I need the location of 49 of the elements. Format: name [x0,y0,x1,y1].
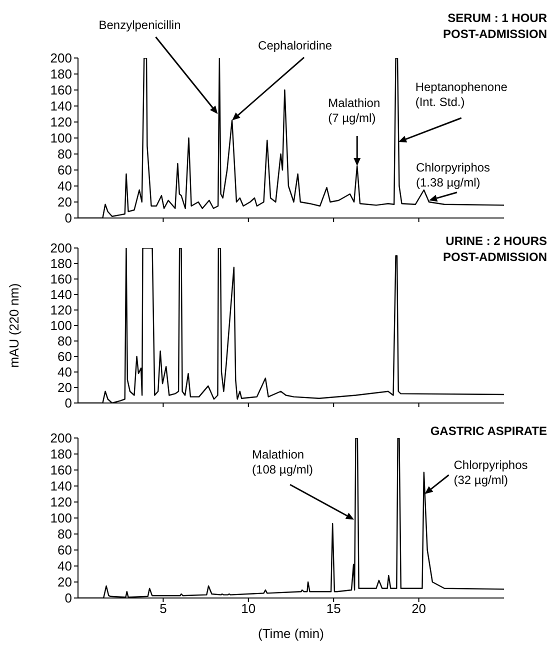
y-tick-label: 120 [50,114,72,130]
y-tick-label: 20 [58,574,72,590]
y-tick-label: 60 [58,542,72,558]
annotation: Chlorpyriphos (32 µg/ml) [454,458,528,487]
y-tick-label: 200 [50,430,72,446]
annotation: Malathion (108 µg/ml) [252,448,313,477]
annotation: Heptanophenone (Int. Std.) [415,80,508,109]
y-tick-label: 140 [50,287,72,302]
x-tick-label: 15 [326,601,341,616]
y-tick-label: 60 [58,349,72,364]
chart-title: SERUM : 1 HOUR POST-ADMISSION [442,11,548,41]
y-tick-label: 120 [50,302,72,318]
chart-title: GASTRIC ASPIRATE [430,424,547,438]
y-tick-label: 180 [50,66,72,82]
y-tick-label: 100 [50,130,72,146]
x-tick-label: 5 [160,601,167,616]
y-tick-label: 180 [50,256,72,272]
x-tick-label: 20 [412,601,426,616]
y-tick-label: 60 [58,162,72,178]
annotation: Chlorpyriphos (1.38 µg/ml) [416,160,490,190]
y-tick-label: 40 [58,364,72,380]
y-tick-label: 200 [50,240,72,256]
x-axis-title: (Time (min) [258,626,324,641]
y-tick-label: 100 [50,510,72,526]
y-tick-label: 0 [64,396,72,411]
y-tick-label: 140 [50,98,72,114]
y-tick-label: 0 [64,590,72,606]
y-tick-label: 120 [50,494,72,510]
y-tick-label: 80 [58,334,72,349]
chart-title: URINE : 2 HOURS POST-ADMISSION [442,234,547,264]
y-tick-label: 180 [50,446,72,462]
y-tick-label: 0 [64,210,72,226]
x-tick-label: 10 [241,601,256,616]
y-axis-title: mAU (220 nm) [6,283,22,368]
y-tick-label: 100 [50,318,72,334]
y-tick-label: 20 [58,380,72,396]
y-tick-label: 160 [50,462,72,478]
y-tick-label: 40 [58,178,72,194]
y-tick-label: 80 [58,526,72,542]
y-tick-label: 160 [50,82,72,98]
y-tick-label: 200 [50,50,72,66]
annotation: Benzylpenicillin [98,18,181,32]
annotation: Malathion (7 µg/ml) [328,96,380,125]
y-tick-label: 40 [58,558,72,574]
annotation: Cephaloridine [258,38,332,52]
y-tick-label: 20 [58,194,72,210]
y-tick-label: 80 [58,146,72,162]
y-tick-label: 140 [50,478,72,494]
y-tick-label: 160 [50,272,72,287]
